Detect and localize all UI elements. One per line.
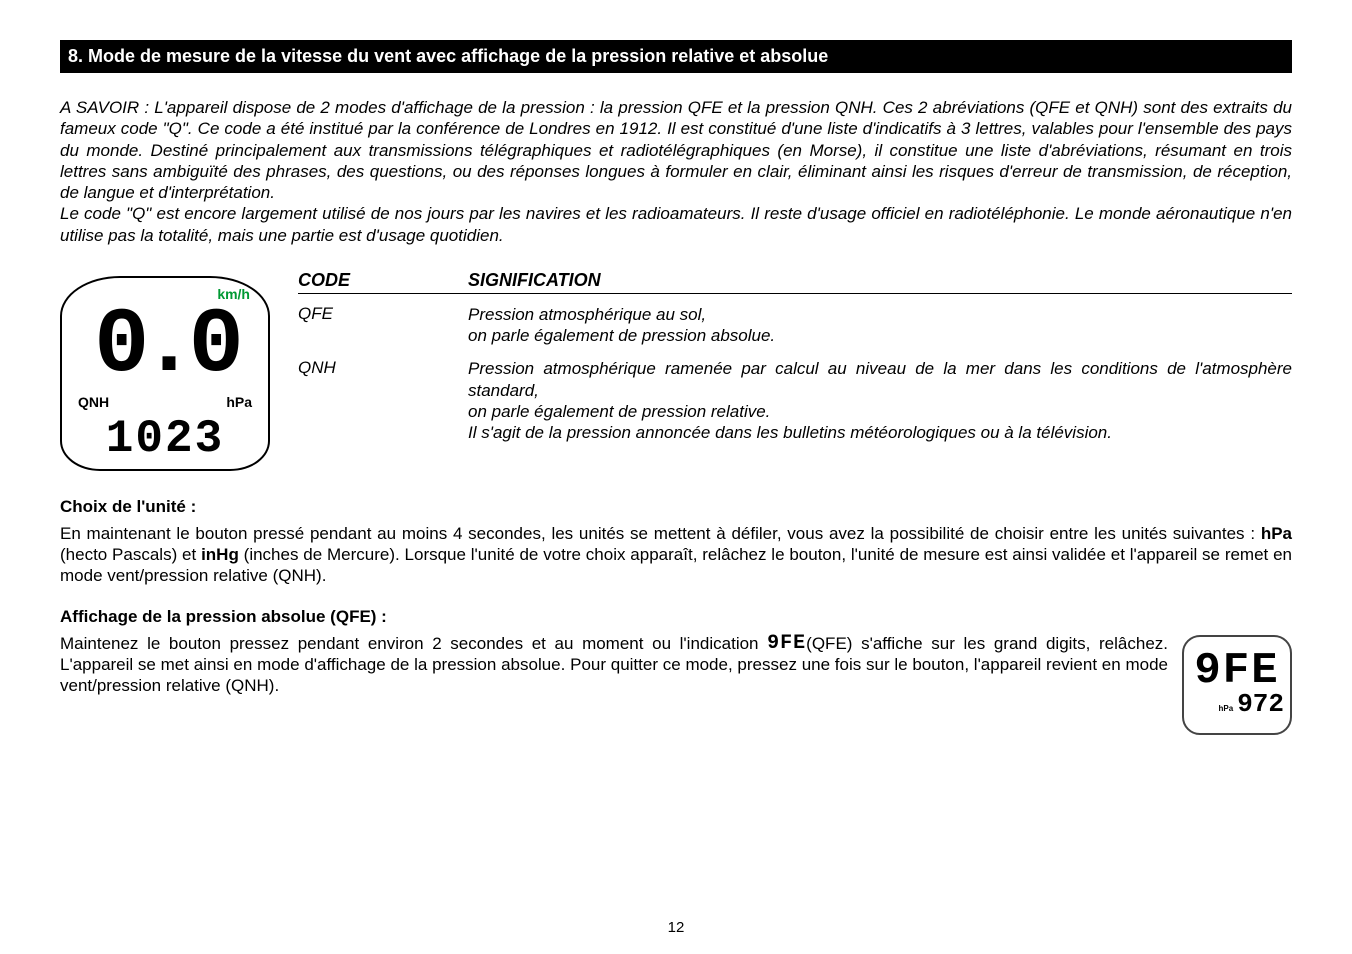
unit-inhg: inHg	[201, 545, 239, 564]
code-qfe-text: Pression atmosphérique au sol, on parle …	[468, 304, 1292, 347]
code-table-header-row: CODE SIGNIFICATION	[298, 270, 1292, 294]
lcd-big-digits: 0.0	[72, 311, 258, 380]
page-number: 12	[0, 919, 1352, 936]
qfe-display-title: Affichage de la pression absolue (QFE) :	[60, 607, 1292, 627]
section-header-text: 8. Mode de mesure de la vitesse du vent …	[68, 46, 828, 66]
intro-paragraph-1: A SAVOIR : L'appareil dispose de 2 modes…	[60, 98, 1292, 202]
code-qfe-label: QFE	[298, 304, 468, 347]
code-header-signification: SIGNIFICATION	[468, 270, 1292, 291]
qfe-box-big-digits: 9FE	[1194, 652, 1279, 692]
qfe-display-text: Maintenez le bouton pressez pendant envi…	[60, 633, 1168, 697]
code-qnh-text: Pression atmosphérique ramenée par calcu…	[468, 358, 1292, 443]
lcd-pressure-row: QNH hPa	[72, 394, 258, 410]
page-container: 8. Mode de mesure de la vitesse du vent …	[0, 0, 1352, 954]
qfe-box-hpa-label: hPa	[1219, 704, 1234, 713]
code-qnh-label: QNH	[298, 358, 468, 443]
code-definitions-section: km/h 0.0 QNH hPa 1023 CODE SIGNIFICATION…	[60, 270, 1292, 471]
unit-body-b: (hecto Pascals) et	[60, 545, 201, 564]
lcd-hpa-label: hPa	[226, 394, 252, 410]
code-header-code: CODE	[298, 270, 468, 291]
qfe-inline-icon: 9FE	[767, 634, 806, 654]
qfe-display-section: Maintenez le bouton pressez pendant envi…	[60, 633, 1292, 735]
qfe-lcd-box: 9FE hPa 972	[1182, 635, 1292, 735]
unit-choice-title: Choix de l'unité :	[60, 497, 1292, 517]
lcd-display: km/h 0.0 QNH hPa 1023	[60, 276, 270, 471]
qfe-box-bottom-row: hPa 972	[1190, 691, 1284, 717]
intro-block: A SAVOIR : L'appareil dispose de 2 modes…	[60, 97, 1292, 246]
code-row-qfe: QFE Pression atmosphérique au sol, on pa…	[298, 298, 1292, 353]
lcd-qnh-label: QNH	[78, 394, 109, 410]
qfe-text-a: Maintenez le bouton pressez pendant envi…	[60, 634, 767, 653]
unit-hpa: hPa	[1261, 524, 1292, 543]
qfe-box-small-digits: 972	[1237, 691, 1284, 717]
section-header: 8. Mode de mesure de la vitesse du vent …	[60, 40, 1292, 73]
code-table: CODE SIGNIFICATION QFE Pression atmosphé…	[298, 270, 1292, 450]
code-row-qnh: QNH Pression atmosphérique ramenée par c…	[298, 352, 1292, 449]
unit-body-c: (inches de Mercure). Lorsque l'unité de …	[60, 545, 1292, 585]
intro-paragraph-2: Le code "Q" est encore largement utilisé…	[60, 204, 1292, 244]
lcd-small-digits: 1023	[72, 419, 258, 460]
unit-choice-body: En maintenant le bouton pressé pendant a…	[60, 523, 1292, 587]
unit-body-a: En maintenant le bouton pressé pendant a…	[60, 524, 1261, 543]
